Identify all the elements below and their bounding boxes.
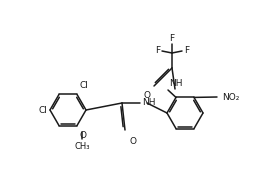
Text: F: F [155, 45, 160, 54]
Text: Cl: Cl [79, 81, 88, 90]
Text: O: O [79, 131, 86, 140]
Text: O: O [129, 137, 136, 146]
Text: Cl: Cl [38, 105, 47, 114]
Text: F: F [170, 34, 175, 43]
Text: NO₂: NO₂ [222, 93, 239, 102]
Text: F: F [184, 45, 189, 54]
Text: CH₃: CH₃ [74, 142, 90, 151]
Text: NH: NH [169, 79, 183, 88]
Text: O: O [144, 91, 151, 100]
Text: NH: NH [142, 97, 156, 107]
